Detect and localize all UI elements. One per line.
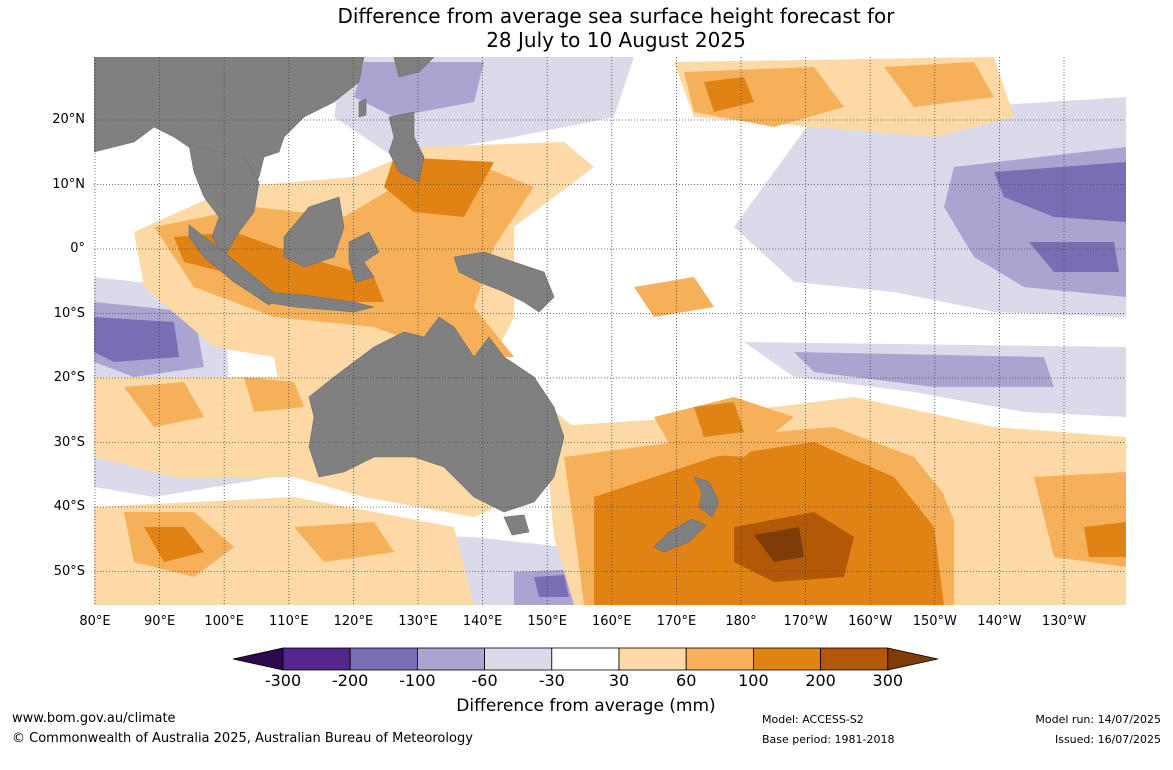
positive-anomaly-region [884,62,994,107]
longitude-label: 150°E [527,614,567,629]
colorbar-tick-label: -300 [264,671,302,690]
new-guinea [453,251,555,313]
longitude-label: 80°E [79,614,111,629]
latitude-label: 10°S [53,305,85,321]
colorbar-swatch [484,647,553,671]
longitude-label: 90°E [143,614,176,629]
colorbar-tick-label: -200 [332,671,369,690]
footer-copyright: © Commonwealth of Australia 2025, Austra… [12,731,473,746]
new-zealand-south [653,518,707,553]
colorbar-swatch [416,647,485,671]
longitude-label: 130°W [1041,614,1087,629]
sulawesi [348,231,380,283]
positive-anomaly-region [694,402,744,437]
latitude-label: 0° [70,241,85,256]
anomaly-field [94,57,1126,605]
colorbar-title: Difference from average (mm) [456,696,716,716]
latitude-label: 40°S [53,499,85,514]
colorbar-swatch [282,647,351,671]
footer-model: Model: ACCESS-S2 [762,713,864,726]
colorbar-swatch [551,647,620,671]
latitude-label: 10°N [52,176,85,192]
title-line-2: 28 July to 10 August 2025 [486,28,746,52]
latitude-label: 30°S [53,434,85,450]
colorbar-tick-label: -100 [399,671,436,690]
anomaly-map [94,57,1126,605]
colorbar-swatch [820,647,889,671]
footer-issued: Issued: 16/07/2025 [1054,733,1161,746]
longitude-label: 150°W [912,614,957,629]
colorbar-tick-label: 30 [608,671,630,690]
positive-anomaly-region [1084,522,1126,557]
negative-anomaly-region [534,575,569,597]
negative-anomaly-region [994,162,1126,222]
tasmania [503,514,530,536]
philippines [388,111,425,183]
longitude-label: 180° [725,614,757,629]
colorbar-extend-low [233,647,284,671]
latitude-label: 20°N [52,112,85,127]
map-svg [94,57,1126,605]
footer-model-run: Model run: 14/07/2025 [1035,713,1161,726]
latitude-label: 20°S [53,370,85,385]
negative-anomaly-region [354,62,484,117]
colorbar-tick-label: 300 [872,671,904,690]
colorbar-swatch [349,647,418,671]
longitude-label: 130°E [398,614,438,629]
colorbar-tick-label: 200 [805,671,836,690]
longitude-label: 170°W [783,614,828,629]
latitude-label: 50°S [53,563,85,579]
positive-anomaly-region [244,377,304,412]
longitude-label: 140°W [977,614,1022,629]
positive-anomaly-region [294,522,394,562]
footer-url: www.bom.gov.au/climate [12,711,176,726]
chart-title: Difference from average sea surface heig… [0,4,1173,52]
colorbar-swatch [618,647,687,671]
colorbar-swatch [753,647,822,671]
colorbar [233,647,938,671]
colorbar-swatch [685,647,754,671]
japan-south [393,57,435,78]
title-line-1: Difference from average sea surface heig… [337,4,895,28]
java [263,291,375,313]
australia [308,316,565,513]
longitude-label: 100°E [204,614,244,629]
longitude-label: 120°E [333,614,374,629]
borneo [283,196,345,268]
longitude-label: 140°E [462,614,503,629]
positive-anomaly-region [634,277,714,317]
longitude-label: 110°E [269,614,309,629]
taiwan [358,98,367,118]
negative-anomaly-region [1029,242,1119,272]
positive-anomaly-region [124,382,204,427]
sumatra [188,224,280,306]
colorbar-tick-label: -30 [538,671,565,690]
negative-anomaly-region [94,317,179,362]
positive-anomaly-region [754,527,804,562]
colorbar-tick-label: -60 [471,671,498,690]
colorbar-tick-label: 60 [676,671,697,690]
land [94,57,720,553]
positive-anomaly-region [144,527,204,562]
longitude-label: 160°W [848,614,893,629]
longitude-label: 170°E [656,614,697,629]
positive-anomaly-region [704,77,754,112]
colorbar-tick-label: 100 [738,671,769,690]
colorbar-extend-high [887,647,938,671]
longitude-label: 160°E [592,614,632,629]
footer-base-period: Base period: 1981-2018 [762,733,895,746]
graticule [94,57,1126,605]
